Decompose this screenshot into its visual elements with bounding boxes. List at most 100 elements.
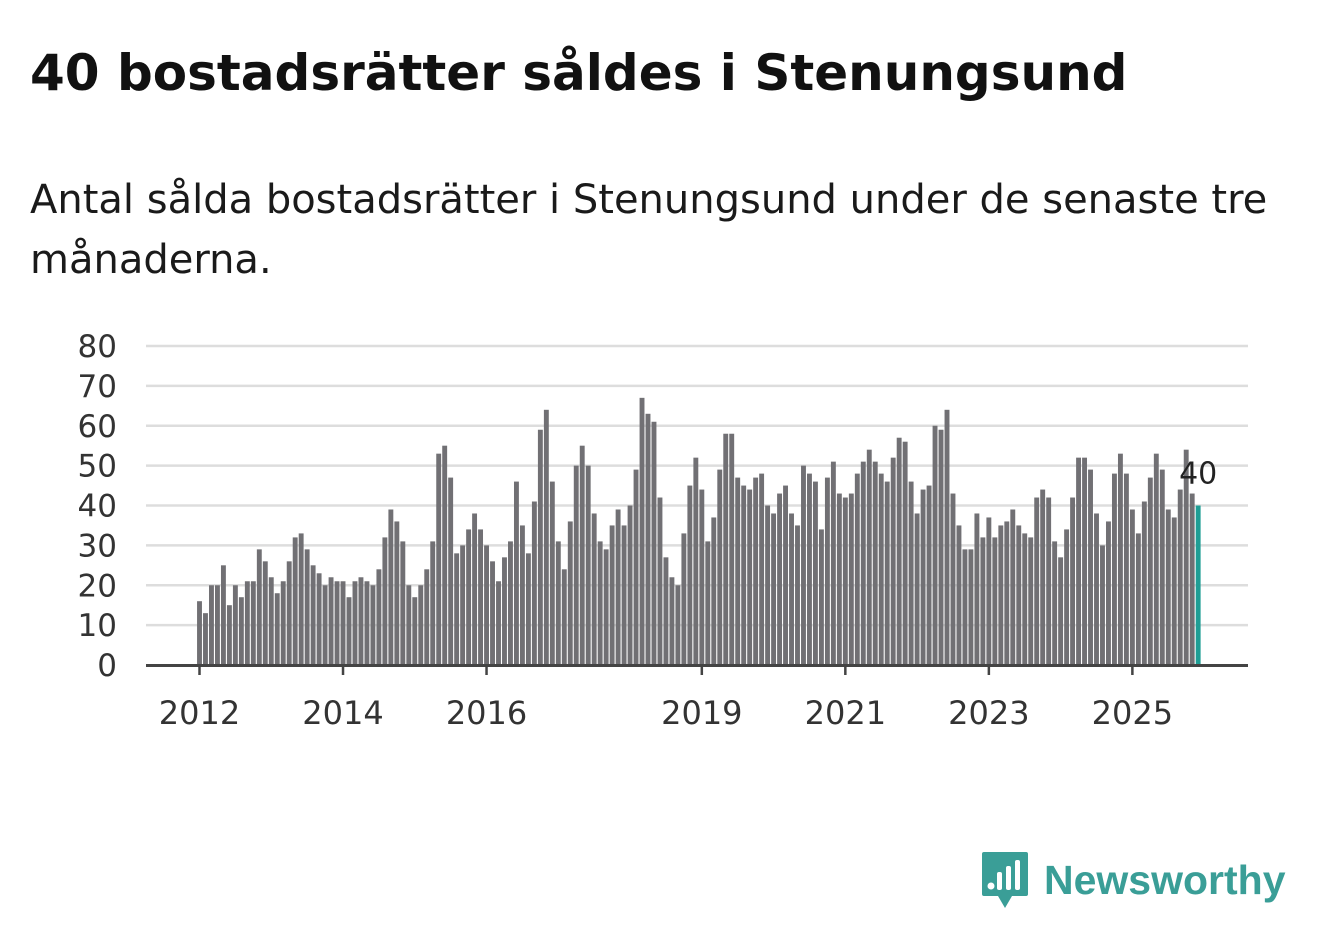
- bar: [316, 573, 322, 665]
- bar: [968, 549, 974, 665]
- bar: [549, 481, 555, 665]
- bar: [872, 461, 878, 665]
- bar: [699, 489, 705, 665]
- bar: [783, 485, 788, 665]
- bar: [238, 597, 244, 665]
- bar: [519, 525, 525, 665]
- bar: [502, 557, 507, 665]
- bar: [735, 477, 741, 665]
- bar: [328, 577, 334, 665]
- bar: [675, 585, 681, 665]
- bar: [753, 477, 759, 665]
- bar: [292, 537, 298, 665]
- bar: [777, 493, 783, 665]
- bar: [741, 485, 747, 665]
- bar: [609, 525, 615, 665]
- bar: [992, 537, 998, 665]
- bar: [1153, 453, 1159, 665]
- bar: [645, 413, 651, 665]
- bar: [555, 541, 561, 665]
- bar: [1082, 457, 1087, 665]
- bar: [250, 581, 256, 665]
- bar: [1052, 541, 1058, 665]
- bar: [687, 485, 693, 665]
- bar: [585, 465, 591, 666]
- bar: [508, 541, 513, 665]
- bar: [561, 569, 567, 665]
- bar: [920, 489, 926, 665]
- bar: [1106, 521, 1111, 665]
- bar: [364, 581, 370, 665]
- bar: [310, 565, 316, 665]
- bar: [352, 581, 358, 665]
- bar: [663, 557, 669, 665]
- bar: [298, 533, 304, 665]
- x-tick-label: 2014: [302, 694, 383, 732]
- bar: [974, 513, 980, 665]
- bar: [956, 525, 962, 665]
- bar: [962, 549, 968, 665]
- bar: [472, 513, 478, 665]
- bar: [986, 517, 992, 665]
- bar: [484, 545, 489, 666]
- bar: [866, 449, 872, 665]
- bar: [944, 409, 950, 665]
- bar: [848, 493, 854, 665]
- bar: [998, 525, 1004, 665]
- newsworthy-logo[interactable]: Newsworthy: [980, 850, 1286, 910]
- bar: [651, 421, 657, 665]
- bar: [1028, 537, 1034, 665]
- bar: [418, 585, 424, 665]
- bar: [1076, 457, 1082, 665]
- bar: [1123, 473, 1129, 665]
- bar: [1046, 497, 1052, 665]
- bar: [711, 517, 717, 665]
- x-axis: 2012 2014 2016 2019 2021 2023 2025: [146, 664, 1248, 732]
- bar: [914, 513, 920, 665]
- bar: [197, 601, 202, 665]
- x-tick-label: 2019: [661, 694, 742, 732]
- bar: [436, 453, 442, 665]
- y-tick-label: 70: [78, 369, 117, 405]
- bar: [938, 429, 944, 665]
- bar: [723, 433, 729, 665]
- bar: [878, 473, 884, 665]
- bar: [896, 437, 902, 665]
- bar: [1022, 533, 1028, 665]
- bar: [1177, 489, 1183, 665]
- bar: [1183, 449, 1189, 665]
- bar: [454, 553, 460, 665]
- bar: [406, 585, 412, 665]
- bar: [717, 469, 723, 665]
- bar: [729, 433, 735, 665]
- bar: [1100, 545, 1105, 666]
- bar: [376, 569, 382, 665]
- y-tick-label: 10: [78, 608, 117, 644]
- bar: [1094, 513, 1099, 665]
- bar: [232, 585, 238, 665]
- bar: [466, 529, 472, 665]
- bar: [424, 569, 430, 665]
- bar: [902, 441, 908, 665]
- bar: [1034, 497, 1040, 665]
- bar-latest: [1195, 505, 1201, 665]
- bar: [950, 493, 956, 665]
- bar: [226, 605, 232, 665]
- bar: [830, 461, 836, 665]
- bar: [334, 581, 340, 665]
- bar: [543, 409, 549, 665]
- bar: [801, 465, 806, 666]
- bar: [460, 545, 466, 666]
- bar: [1004, 521, 1010, 665]
- bar: [812, 481, 818, 665]
- bar: [268, 577, 274, 665]
- bar: [1064, 529, 1070, 665]
- bar: [537, 429, 543, 665]
- bar: [824, 477, 830, 665]
- bar: [388, 509, 394, 665]
- bar: [340, 581, 346, 665]
- bar: [256, 549, 262, 665]
- bar: [579, 445, 585, 665]
- bar: [980, 537, 986, 665]
